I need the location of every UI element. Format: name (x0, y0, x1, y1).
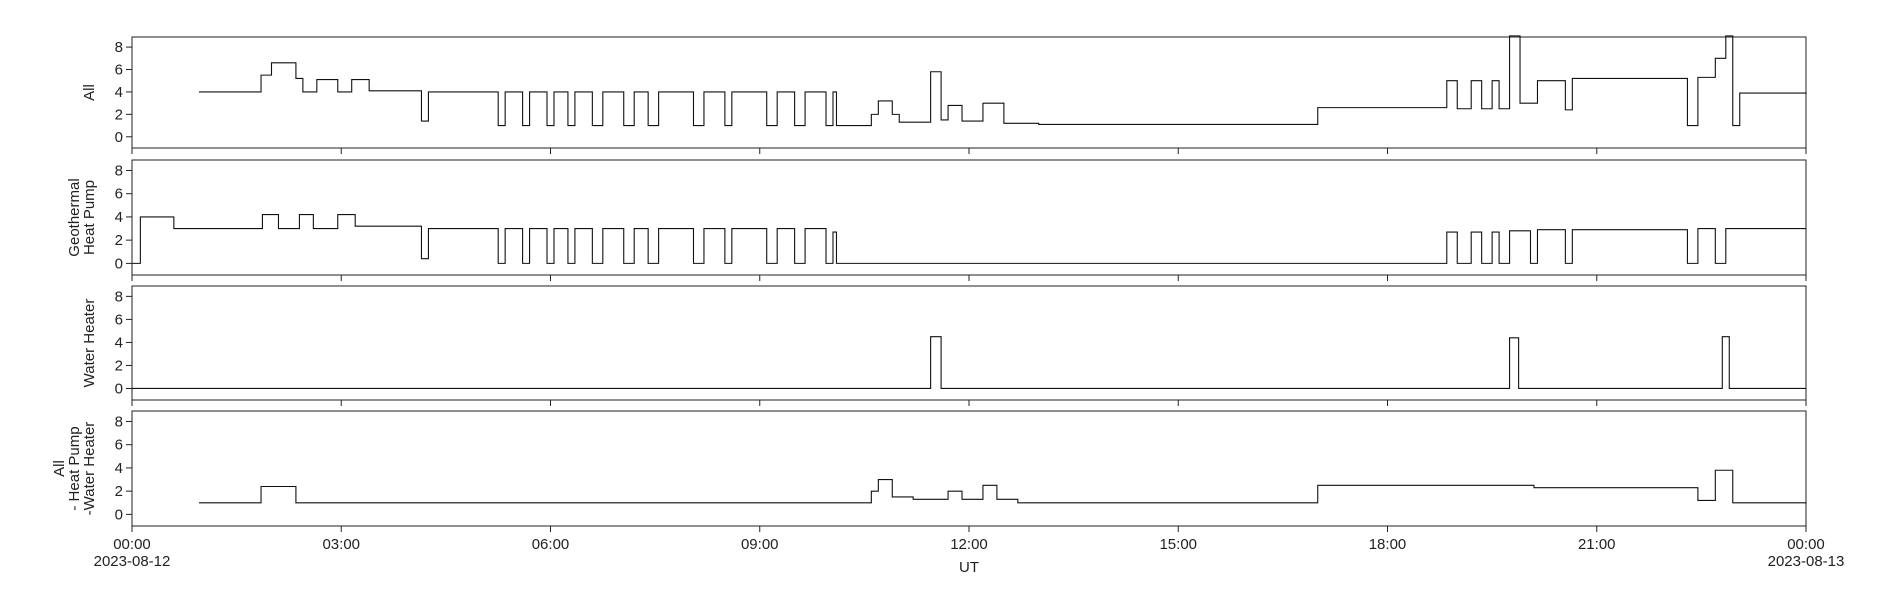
panel-frame (131, 159, 1807, 276)
y-tick-label: 4 (115, 84, 123, 101)
x-tick-label: 12:00 (950, 536, 988, 553)
y-tick-label: 8 (115, 413, 123, 430)
x-date-label: 2023-08-13 (1768, 553, 1845, 570)
y-tick-label: 8 (115, 162, 123, 179)
x-tick-label: 00:00 (1787, 536, 1825, 553)
y-tick-label: 4 (115, 334, 123, 351)
y-axis-label: Heat Pump (81, 180, 98, 255)
y-tick-label: 0 (115, 255, 123, 272)
y-tick-label: 6 (115, 311, 123, 328)
y-tick-label: 2 (115, 106, 123, 123)
y-axis-label: Geothermal (66, 178, 83, 256)
y-axis-label: Water Heater (81, 299, 98, 388)
y-tick-label: 0 (115, 506, 123, 523)
panel-frame (131, 36, 1807, 149)
y-axis-label: All (51, 460, 68, 477)
panel-frame (131, 410, 1807, 527)
x-tick-label: 18:00 (1369, 536, 1407, 553)
trace (132, 214, 1806, 264)
x-tick-label: 15:00 (1159, 536, 1197, 553)
y-axis-label: - Heat Pump (66, 426, 83, 510)
y-tick-label: 2 (115, 357, 123, 374)
y-tick-label: 6 (115, 186, 123, 203)
x-date-label: 2023-08-12 (94, 553, 171, 570)
trace (132, 336, 1806, 390)
y-tick-label: 2 (115, 232, 123, 249)
y-tick-label: 4 (115, 209, 123, 226)
x-tick-label: 09:00 (741, 536, 779, 553)
y-axis-label: All (81, 84, 98, 101)
y-tick-label: 6 (115, 62, 123, 79)
y-tick-label: 8 (115, 39, 123, 56)
y-tick-label: 6 (115, 437, 123, 454)
trace (198, 469, 1807, 504)
trace (198, 35, 1807, 127)
x-tick-label: 00:00 (113, 536, 151, 553)
y-tick-label: 0 (115, 129, 123, 146)
panel-frame (131, 285, 1807, 401)
x-tick-label: 21:00 (1578, 536, 1616, 553)
y-tick-label: 4 (115, 460, 123, 477)
y-tick-label: 2 (115, 483, 123, 500)
x-tick-label: 03:00 (322, 536, 360, 553)
y-tick-label: 8 (115, 288, 123, 305)
x-tick-label: 06:00 (532, 536, 570, 553)
x-axis-label: UT (959, 559, 979, 576)
y-tick-label: 0 (115, 380, 123, 397)
y-axis-label: -Water Heater (81, 422, 98, 516)
